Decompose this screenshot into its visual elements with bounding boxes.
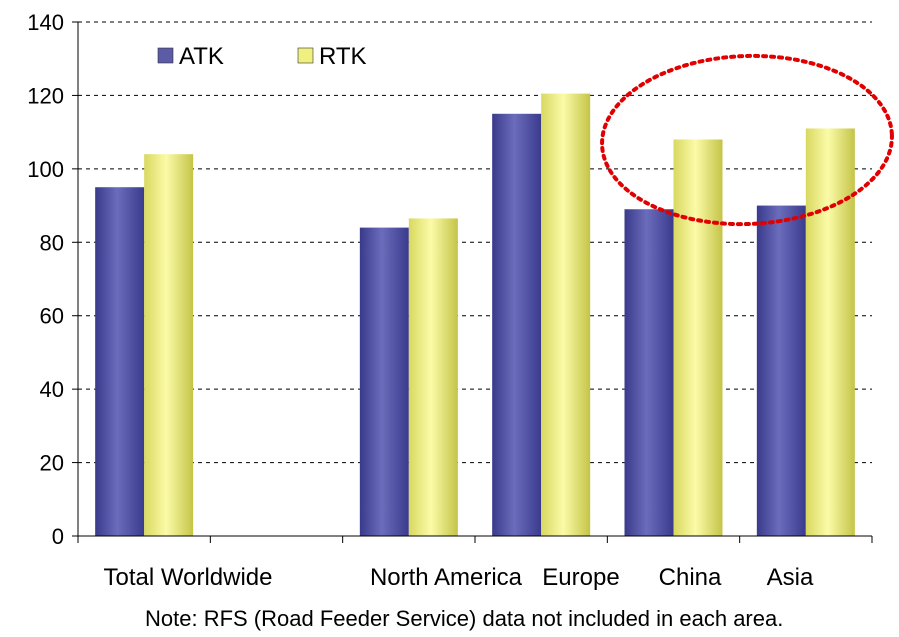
y-tick-label: 80 <box>40 230 64 255</box>
legend-swatch-rtk <box>297 47 314 64</box>
y-tick-label: 40 <box>40 377 64 402</box>
legend-label-rtk: RTK <box>319 43 367 70</box>
chart-note: Note: RFS (Road Feeder Service) data not… <box>145 606 784 631</box>
bar-rtk <box>805 128 855 536</box>
x-tick-label: China <box>659 564 722 591</box>
bar-atk <box>624 209 674 536</box>
bar-atk <box>756 205 806 537</box>
x-tick-label: Asia <box>767 564 814 591</box>
x-tick-labels: Total Worldwide North America Europe China A… <box>104 564 814 591</box>
bar-rtk <box>144 154 194 536</box>
bar-atk <box>359 227 409 536</box>
bar-chart: 0 20 40 60 80 100 120 140 Total Worldwide North … <box>27 10 894 591</box>
x-tick-label: Europe <box>542 564 619 591</box>
y-tick-label: 100 <box>27 157 64 182</box>
y-tick-label: 120 <box>27 83 64 108</box>
y-tick-label: 0 <box>52 524 64 549</box>
gridlines <box>78 21 872 464</box>
bar-atk <box>492 113 542 537</box>
y-tick-label: 60 <box>40 304 64 329</box>
legend-swatch-atk <box>157 47 174 64</box>
x-tick-label: Total Worldwide <box>104 564 273 591</box>
highlight-ellipse <box>600 53 894 227</box>
legend: ATK RTK <box>157 43 367 70</box>
highlight-ellipse-shape <box>600 53 894 227</box>
bar-atk <box>95 187 145 536</box>
x-tick-label: North America <box>370 564 523 591</box>
bars <box>95 93 855 537</box>
y-tick-labels: 0 20 40 60 80 100 120 140 <box>27 10 64 549</box>
axes <box>72 21 873 543</box>
y-tick-label: 20 <box>40 451 64 476</box>
legend-label-atk: ATK <box>179 43 224 70</box>
y-tick-label: 140 <box>27 10 64 35</box>
bar-rtk <box>673 139 723 536</box>
bar-rtk <box>408 218 458 536</box>
bar-rtk <box>541 93 591 536</box>
